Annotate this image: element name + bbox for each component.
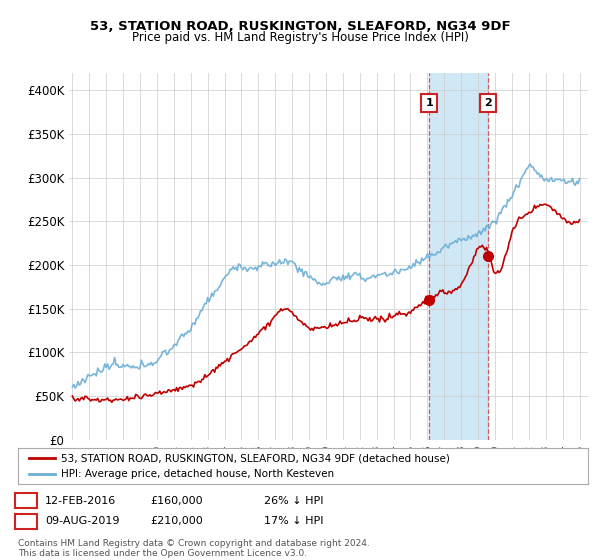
Text: 1: 1: [425, 99, 433, 109]
Text: 53, STATION ROAD, RUSKINGTON, SLEAFORD, NG34 9DF: 53, STATION ROAD, RUSKINGTON, SLEAFORD, …: [89, 20, 511, 32]
Text: 2: 2: [22, 515, 30, 528]
Text: Price paid vs. HM Land Registry's House Price Index (HPI): Price paid vs. HM Land Registry's House …: [131, 31, 469, 44]
Text: 1: 1: [22, 494, 30, 507]
Text: £160,000: £160,000: [150, 496, 203, 506]
Text: £210,000: £210,000: [150, 516, 203, 526]
Text: 53, STATION ROAD, RUSKINGTON, SLEAFORD, NG34 9DF (detached house): 53, STATION ROAD, RUSKINGTON, SLEAFORD, …: [61, 453, 449, 463]
Text: 09-AUG-2019: 09-AUG-2019: [45, 516, 119, 526]
Text: 12-FEB-2016: 12-FEB-2016: [45, 496, 116, 506]
Text: HPI: Average price, detached house, North Kesteven: HPI: Average price, detached house, Nort…: [61, 469, 334, 479]
Text: 2: 2: [484, 99, 492, 109]
Text: 17% ↓ HPI: 17% ↓ HPI: [264, 516, 323, 526]
Text: Contains HM Land Registry data © Crown copyright and database right 2024.
This d: Contains HM Land Registry data © Crown c…: [18, 539, 370, 558]
Bar: [429, 73, 488, 440]
Text: 26% ↓ HPI: 26% ↓ HPI: [264, 496, 323, 506]
